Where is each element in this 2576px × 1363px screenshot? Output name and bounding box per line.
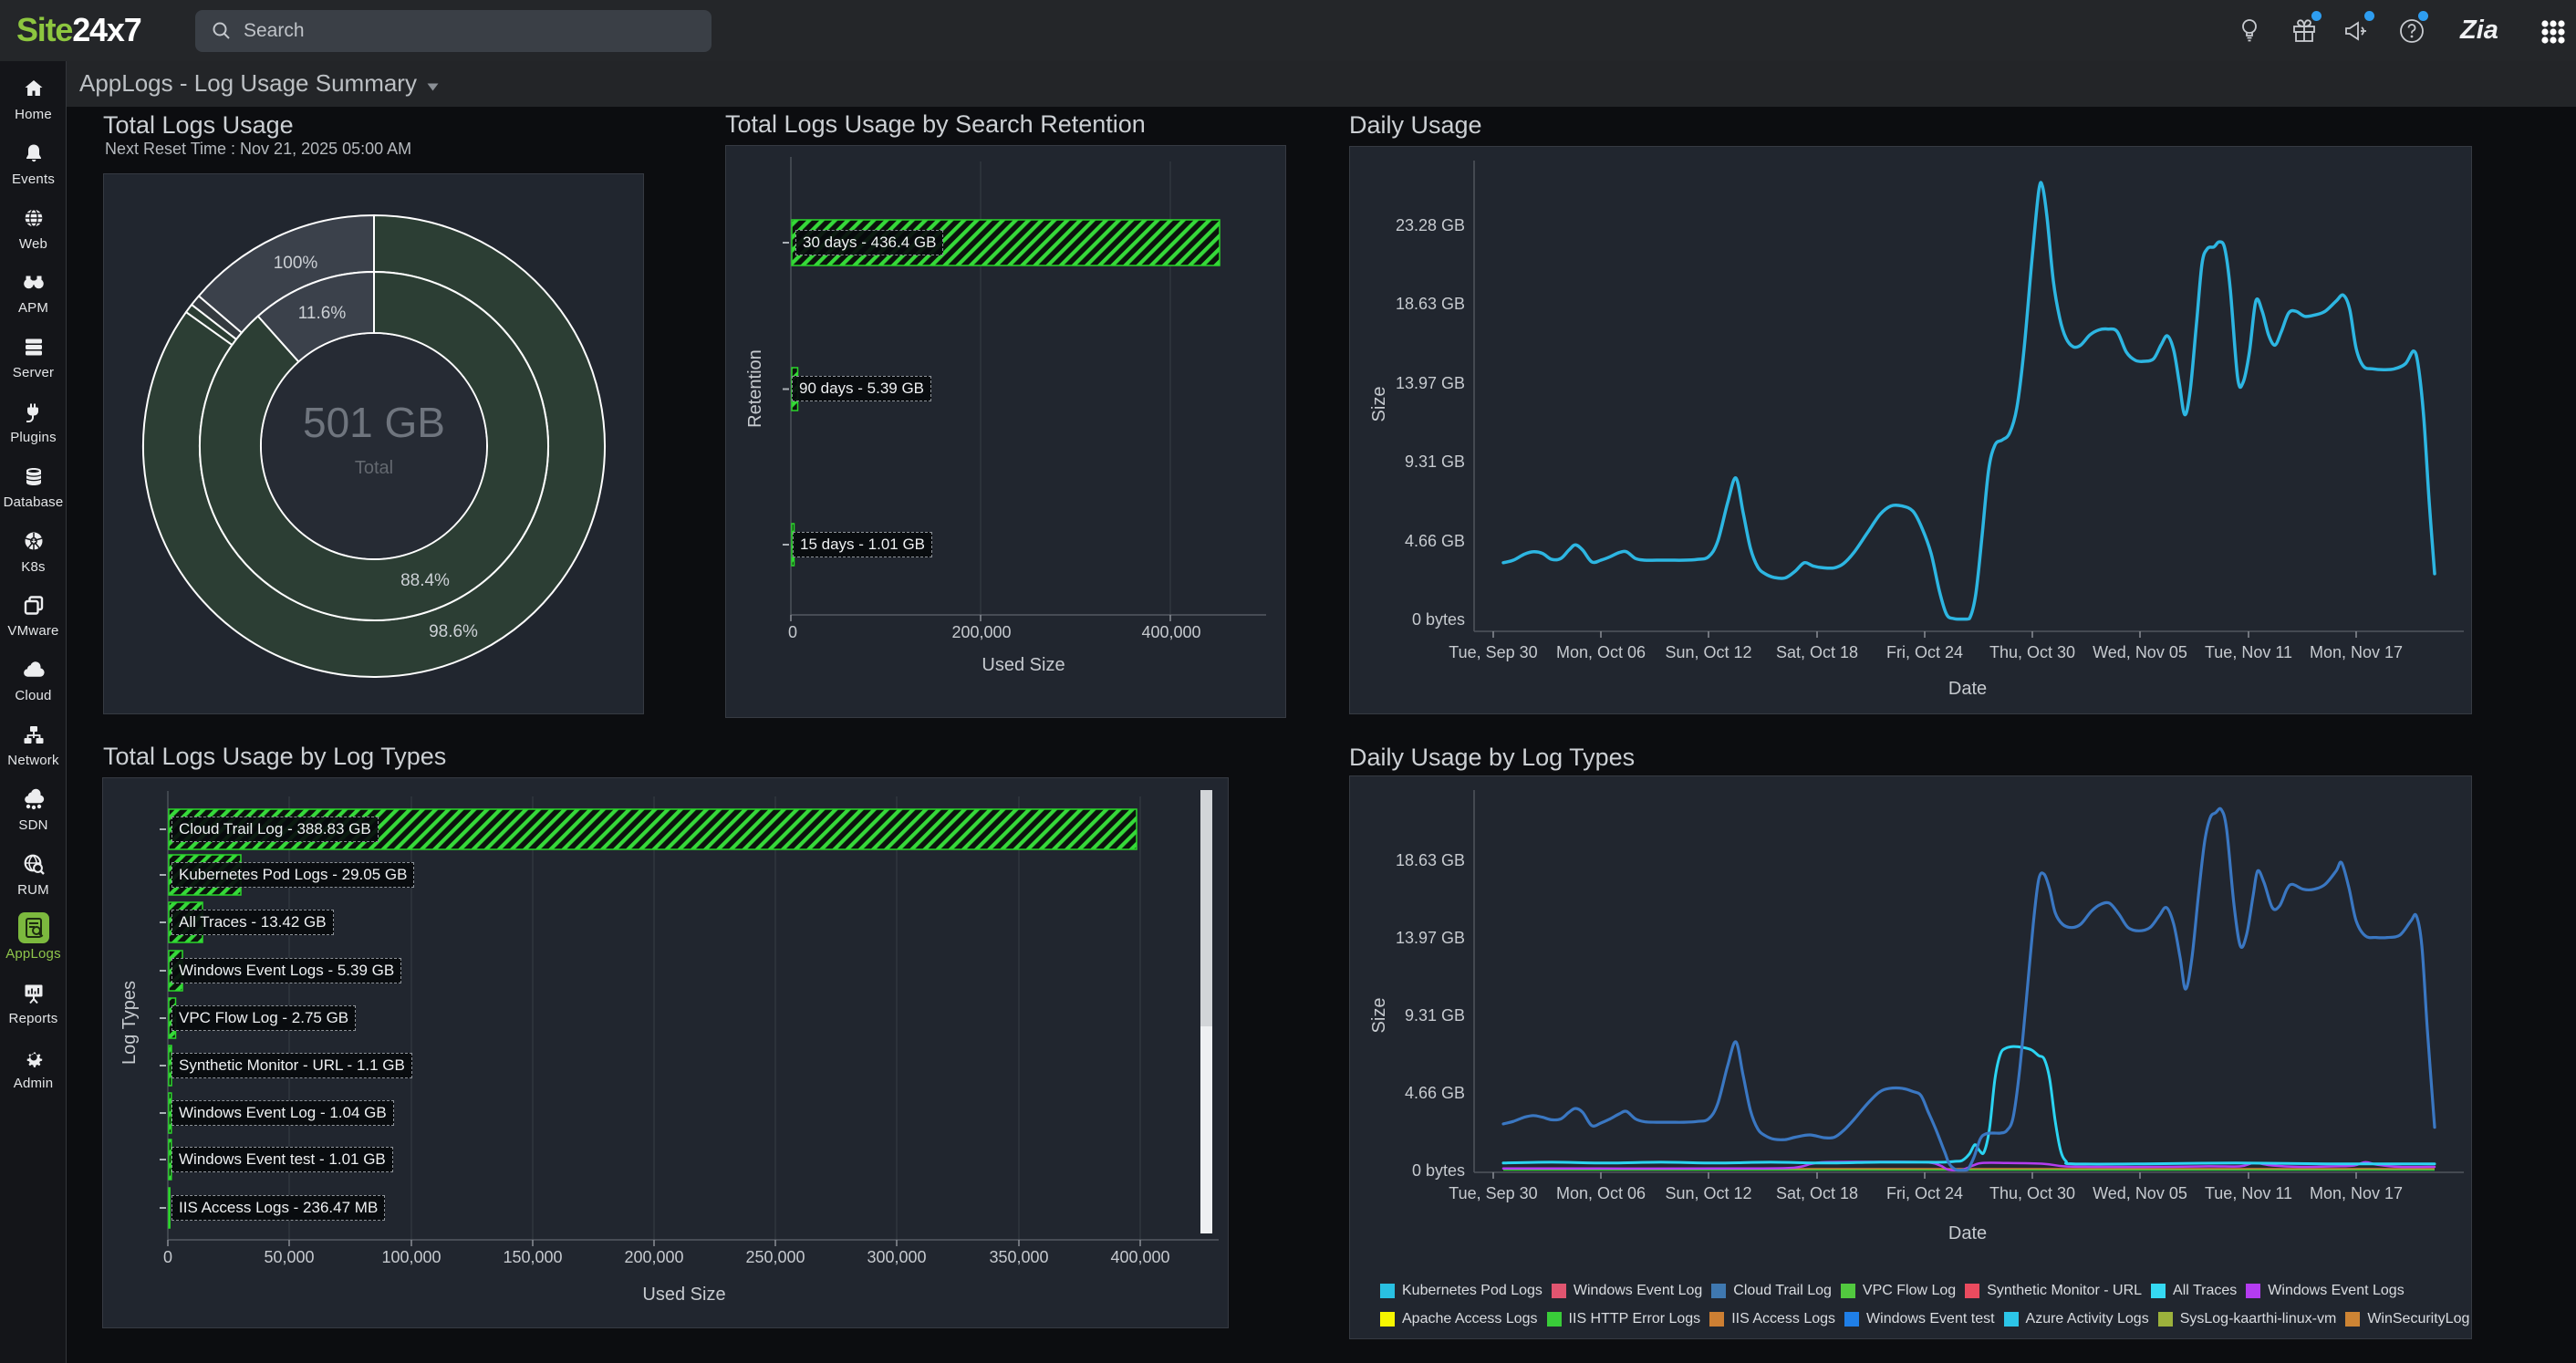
- svg-text:4.66 GB: 4.66 GB: [1405, 532, 1465, 550]
- svg-text:Wed, Nov 05: Wed, Nov 05: [2093, 643, 2187, 661]
- svg-text:Mon, Oct 06: Mon, Oct 06: [1556, 1184, 1646, 1202]
- svg-text:Mon, Oct 06: Mon, Oct 06: [1556, 643, 1646, 661]
- svg-text:Retention: Retention: [745, 349, 765, 428]
- svg-text:Fri, Oct 24: Fri, Oct 24: [1886, 1184, 1963, 1202]
- svg-text:Tue, Nov 11: Tue, Nov 11: [2205, 1184, 2292, 1202]
- svg-text:400,000: 400,000: [1110, 1248, 1169, 1266]
- svg-text:9.31 GB: 9.31 GB: [1405, 453, 1465, 471]
- svg-text:0 bytes: 0 bytes: [1412, 1161, 1465, 1180]
- svg-text:200,000: 200,000: [951, 623, 1011, 641]
- svg-text:Total: Total: [355, 458, 393, 478]
- svg-text:18.63 GB: 18.63 GB: [1396, 295, 1465, 313]
- svg-text:0 bytes: 0 bytes: [1412, 610, 1465, 629]
- svg-text:Tue, Nov 11: Tue, Nov 11: [2205, 643, 2292, 661]
- svg-text:350,000: 350,000: [989, 1248, 1048, 1266]
- svg-text:Wed, Nov 05: Wed, Nov 05: [2093, 1184, 2187, 1202]
- svg-text:50,000: 50,000: [264, 1248, 314, 1266]
- svg-text:0: 0: [163, 1248, 172, 1266]
- svg-text:Fri, Oct 24: Fri, Oct 24: [1886, 643, 1963, 661]
- svg-text:Thu, Oct 30: Thu, Oct 30: [1989, 643, 2075, 661]
- svg-text:200,000: 200,000: [624, 1248, 683, 1266]
- svg-text:Log Types: Log Types: [119, 981, 140, 1065]
- svg-text:11.6%: 11.6%: [298, 304, 347, 323]
- svg-text:501 GB: 501 GB: [303, 399, 445, 446]
- svg-text:Tue, Sep 30: Tue, Sep 30: [1449, 643, 1537, 661]
- svg-text:Size: Size: [1369, 387, 1389, 422]
- svg-text:9.31 GB: 9.31 GB: [1405, 1006, 1465, 1025]
- svg-text:13.97 GB: 13.97 GB: [1396, 374, 1465, 392]
- svg-text:98.6%: 98.6%: [429, 622, 478, 641]
- svg-text:Date: Date: [1948, 679, 1987, 699]
- svg-text:150,000: 150,000: [503, 1248, 562, 1266]
- svg-text:Sat, Oct 18: Sat, Oct 18: [1776, 1184, 1858, 1202]
- svg-text:Size: Size: [1369, 998, 1389, 1034]
- svg-text:4.66 GB: 4.66 GB: [1405, 1084, 1465, 1102]
- svg-text:88.4%: 88.4%: [400, 571, 450, 590]
- svg-text:Mon, Nov 17: Mon, Nov 17: [2310, 643, 2403, 661]
- svg-text:250,000: 250,000: [745, 1248, 805, 1266]
- svg-text:400,000: 400,000: [1141, 623, 1200, 641]
- svg-text:Sun, Oct 12: Sun, Oct 12: [1665, 1184, 1751, 1202]
- svg-text:Used Size: Used Size: [982, 655, 1065, 675]
- svg-text:0: 0: [788, 623, 797, 641]
- svg-text:100%: 100%: [274, 254, 318, 273]
- svg-text:Sat, Oct 18: Sat, Oct 18: [1776, 643, 1858, 661]
- svg-text:Date: Date: [1948, 1223, 1987, 1243]
- svg-text:Sun, Oct 12: Sun, Oct 12: [1665, 643, 1751, 661]
- svg-text:13.97 GB: 13.97 GB: [1396, 929, 1465, 947]
- svg-text:Thu, Oct 30: Thu, Oct 30: [1989, 1184, 2075, 1202]
- svg-text:Tue, Sep 30: Tue, Sep 30: [1449, 1184, 1537, 1202]
- svg-text:23.28 GB: 23.28 GB: [1396, 216, 1465, 234]
- svg-text:100,000: 100,000: [381, 1248, 441, 1266]
- svg-text:300,000: 300,000: [867, 1248, 926, 1266]
- svg-text:18.63 GB: 18.63 GB: [1396, 851, 1465, 869]
- svg-text:Used Size: Used Size: [642, 1285, 725, 1305]
- svg-text:Mon, Nov 17: Mon, Nov 17: [2310, 1184, 2403, 1202]
